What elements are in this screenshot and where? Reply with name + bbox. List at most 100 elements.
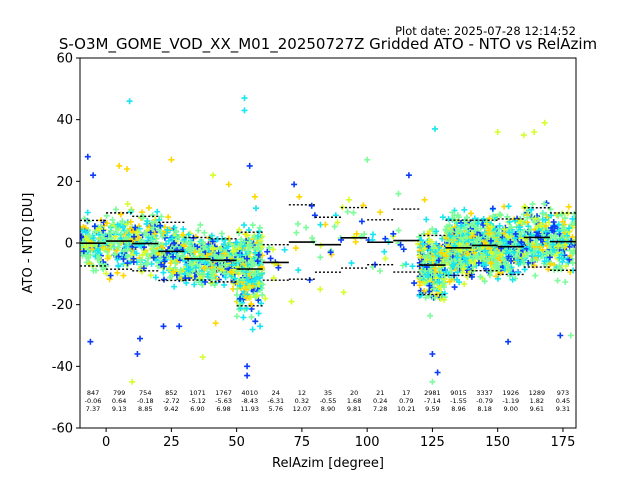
bin-stat-label: 8.90: [321, 405, 335, 413]
scatter-point: [505, 266, 512, 273]
scatter-point: [237, 252, 244, 259]
scatter-point: [521, 254, 528, 261]
scatter-point: [152, 274, 159, 281]
outlier-point: [129, 378, 136, 385]
bin-stat-label: 9.13: [112, 405, 126, 413]
outlier-point: [340, 289, 347, 296]
scatter-point: [103, 270, 110, 277]
scatter-point: [255, 310, 262, 317]
scatter-point: [458, 247, 465, 254]
outlier-point: [257, 323, 264, 330]
scatter-point: [192, 249, 198, 255]
scatter-point: [433, 228, 440, 235]
scatter-point: [422, 267, 429, 274]
y-tick-label: -20: [52, 298, 73, 313]
scatter-point: [472, 227, 479, 234]
bin-stat-label: 754: [139, 389, 151, 397]
scatter-point: [454, 212, 461, 219]
scatter-point: [164, 226, 171, 233]
scatter-point: [248, 314, 255, 321]
scatter-point: [199, 271, 206, 278]
scatter-point: [449, 209, 456, 216]
scatter-point: [248, 278, 255, 285]
scatter-point: [245, 247, 251, 254]
outlier-point: [411, 280, 418, 287]
scatter-point: [450, 235, 457, 242]
scatter-point: [481, 278, 488, 285]
scatter-point: [240, 262, 247, 269]
scatter-point: [531, 219, 538, 226]
scatter-point: [91, 223, 98, 230]
scatter-point: [195, 227, 202, 234]
scatter-point: [473, 253, 480, 260]
bin-stat-label: 4010: [241, 389, 258, 397]
scatter-point: [350, 209, 357, 216]
bin-stat-label: -0.06: [85, 397, 102, 405]
bin-stat-label: 5.76: [269, 405, 283, 413]
scatter-point: [399, 262, 406, 269]
scatter-point: [255, 241, 262, 248]
scatter-point: [216, 246, 223, 253]
x-tick-label: 0: [102, 435, 110, 450]
scatter-point: [524, 214, 531, 221]
scatter-point: [220, 267, 227, 274]
outlier-point: [137, 335, 143, 342]
scatter-point: [529, 201, 536, 208]
scatter-point: [438, 249, 445, 256]
scatter-point: [469, 247, 476, 253]
scatter-point: [247, 243, 254, 250]
scatter-point: [130, 259, 137, 265]
x-tick-label: 100: [355, 435, 380, 450]
scatter-point: [188, 247, 195, 254]
scatter-point: [559, 258, 566, 265]
scatter-point: [377, 268, 383, 274]
scatter-point: [436, 279, 443, 285]
scatter-point: [211, 252, 218, 259]
scatter-point: [157, 229, 164, 236]
scatter-point: [360, 202, 367, 209]
y-axis-label: ATO - NTO [DU]: [21, 193, 36, 294]
outlier-point: [505, 338, 512, 345]
scatter-point: [569, 259, 576, 266]
scatter-point: [445, 271, 452, 278]
scatter-point: [488, 223, 495, 230]
outlier-point: [520, 132, 527, 139]
scatter-point: [516, 249, 523, 256]
scatter-point: [525, 208, 532, 215]
scatter-point: [547, 261, 554, 267]
scatter-point: [240, 314, 247, 321]
scatter-point: [426, 288, 433, 295]
scatter-point: [437, 296, 444, 302]
bin-stat-label: 7.37: [86, 405, 100, 413]
scatter-point: [461, 206, 468, 213]
bin-stat-label: -7.14: [424, 397, 441, 405]
scatter-point: [237, 240, 244, 247]
scatter-point: [431, 272, 437, 279]
scatter-point: [532, 272, 539, 279]
scatter-point: [181, 236, 188, 243]
scatter-point: [149, 212, 156, 219]
scatter-point: [292, 245, 299, 252]
scatter-point: [547, 206, 554, 213]
scatter-point: [309, 235, 316, 241]
scatter-point: [561, 224, 567, 231]
scatter-point: [197, 221, 204, 228]
scatter-point: [430, 243, 437, 250]
outlier-point: [557, 332, 564, 339]
outlier-point: [434, 369, 441, 376]
scatter-point: [496, 265, 503, 272]
outlier-point: [322, 221, 329, 228]
scatter-point: [170, 268, 177, 275]
scatter-point: [294, 220, 301, 227]
scatter-point: [370, 231, 376, 238]
scatter-point: [512, 230, 519, 237]
scatter-point: [122, 243, 129, 250]
scatter-point: [524, 249, 531, 256]
bin-stat-label: 9.61: [530, 405, 544, 413]
scatter-point: [529, 252, 536, 259]
scatter-point: [447, 232, 453, 239]
scatter-point: [157, 255, 164, 262]
scatter-point: [525, 240, 532, 247]
scatter-point: [243, 286, 250, 293]
